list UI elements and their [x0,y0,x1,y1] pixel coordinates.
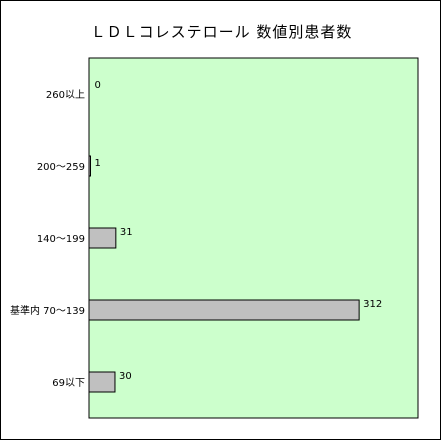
bar [88,299,360,321]
chart-title: ＬＤＬコレステロール 数値別患者数 [90,23,353,41]
data-label: 312 [363,299,382,310]
data-label: 0 [95,80,101,91]
category-label: 140～199 [37,234,85,245]
data-label: 31 [120,227,133,238]
bar [88,155,91,177]
category-label: 基準内 70～139 [10,304,85,317]
category-label: 200～259 [37,162,85,173]
data-label: 30 [119,371,132,382]
bar [88,371,116,393]
bar [88,227,117,249]
category-label: 69以下 [52,378,85,389]
data-label: 1 [95,158,101,169]
category-label: 260以上 [46,89,85,101]
plot-area [88,57,419,419]
